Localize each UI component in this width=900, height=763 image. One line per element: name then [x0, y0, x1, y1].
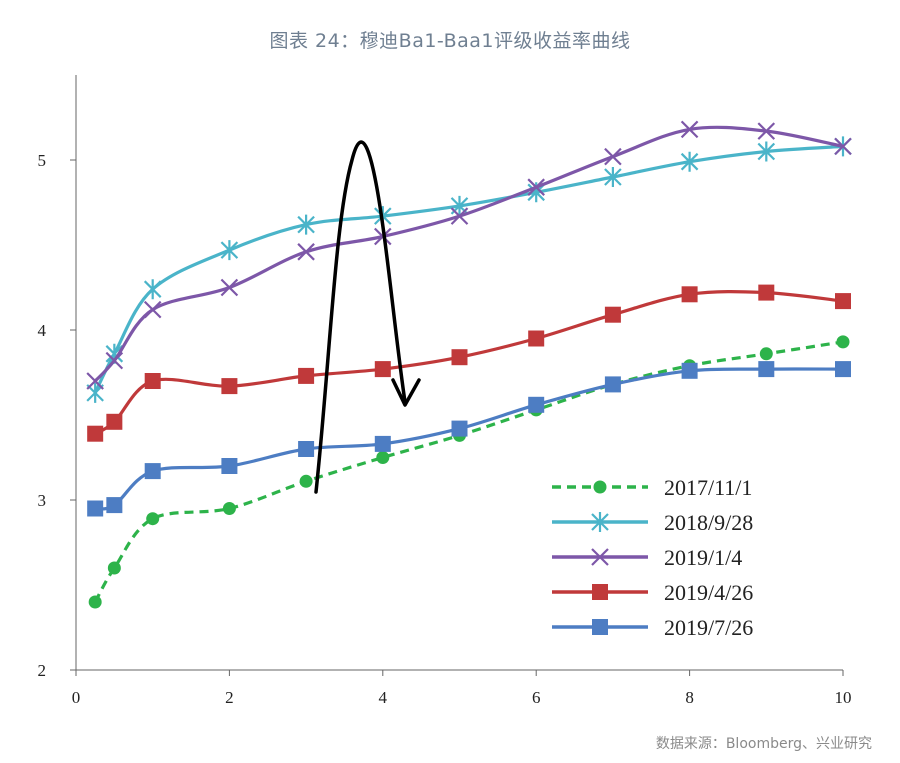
data-point	[105, 351, 124, 370]
data-point	[107, 561, 121, 575]
data-point	[834, 137, 852, 156]
series-2019/7/26	[87, 361, 851, 517]
data-point	[374, 361, 391, 378]
legend-item: 2017/11/1	[552, 475, 752, 500]
data-point	[221, 378, 238, 395]
y-tick-label: 4	[38, 321, 47, 340]
data-point	[87, 425, 104, 442]
legend-item: 2019/7/26	[552, 615, 753, 640]
series-layer	[86, 120, 852, 609]
data-point	[222, 502, 236, 515]
data-point	[836, 335, 850, 349]
data-point	[680, 120, 699, 139]
x-tick-label: 2	[225, 688, 234, 707]
series-line	[94, 125, 844, 383]
data-point	[835, 293, 851, 310]
series-2019/4/26	[87, 284, 851, 442]
data-point	[835, 361, 851, 378]
legend-marker	[593, 480, 607, 494]
data-point	[604, 167, 622, 187]
data-point	[681, 286, 698, 303]
data-point	[757, 141, 776, 162]
legend-item: 2019/4/26	[552, 580, 753, 605]
data-point	[374, 435, 391, 452]
data-point	[680, 151, 699, 172]
legend-marker	[591, 548, 609, 566]
data-point	[86, 372, 104, 390]
y-tick-label: 5	[38, 151, 47, 170]
data-point	[451, 349, 468, 366]
data-point	[299, 474, 313, 488]
data-point	[106, 497, 123, 514]
axes: 2 3 4 5 0 2 4 6 8 10	[38, 75, 852, 707]
x-tick-label: 4	[379, 688, 388, 707]
data-point	[297, 243, 315, 261]
data-point	[87, 500, 104, 517]
data-point	[144, 373, 161, 389]
data-point	[88, 595, 102, 609]
legend-label: 2019/4/26	[664, 580, 753, 605]
data-point	[297, 214, 315, 235]
data-point	[376, 451, 390, 464]
legend-item: 2019/1/4	[552, 545, 742, 570]
x-tick-label: 8	[685, 688, 694, 707]
data-point	[758, 284, 775, 301]
data-point	[143, 300, 162, 319]
legend-label: 2019/1/4	[664, 545, 742, 570]
legend-label: 2017/11/1	[664, 475, 752, 500]
chart-title: 图表 24：穆迪Ba1-Baa1评级收益率曲线	[269, 30, 631, 52]
x-tick-label: 6	[532, 688, 541, 707]
data-point	[604, 306, 621, 323]
x-tick-label: 0	[72, 688, 81, 707]
hand-drawn-arrow-stroke	[314, 140, 407, 494]
data-point	[528, 330, 545, 347]
data-point	[681, 362, 698, 379]
hand-drawn-arrowhead	[391, 378, 421, 407]
y-tick-label: 3	[38, 491, 47, 510]
legend-marker	[592, 584, 608, 600]
data-point	[221, 458, 238, 474]
data-point	[298, 367, 315, 384]
source-note: 数据来源：Bloomberg、兴业研究	[655, 736, 872, 752]
data-point	[604, 147, 622, 166]
data-point	[527, 178, 545, 196]
series-line	[94, 290, 844, 436]
data-point	[143, 279, 162, 300]
data-point	[604, 376, 621, 393]
x-tick-label: 10	[835, 688, 852, 707]
series-2018/9/28	[86, 136, 852, 403]
data-point	[146, 512, 160, 526]
data-point	[528, 396, 545, 413]
data-point	[757, 122, 776, 140]
data-point	[759, 347, 773, 361]
hand-drawn-arrow-annotation	[314, 140, 421, 494]
data-point	[144, 463, 161, 480]
legend-label: 2019/7/26	[664, 615, 753, 640]
y-tick-label: 2	[38, 661, 47, 680]
data-point	[451, 420, 468, 437]
legend: 2017/11/1 2018/9/28 2019/1/4 2019/4/26 2019/…	[552, 475, 753, 640]
legend-item: 2018/9/28	[552, 510, 753, 535]
data-point	[450, 207, 469, 225]
data-point	[220, 240, 239, 261]
data-point	[758, 361, 775, 378]
data-point	[220, 278, 239, 297]
legend-marker	[592, 619, 608, 635]
legend-label: 2018/9/28	[664, 510, 753, 535]
legend-marker	[591, 512, 609, 532]
series-line	[93, 340, 844, 603]
series-2019/1/4	[86, 120, 852, 390]
data-point	[298, 441, 315, 457]
data-point	[106, 413, 123, 430]
